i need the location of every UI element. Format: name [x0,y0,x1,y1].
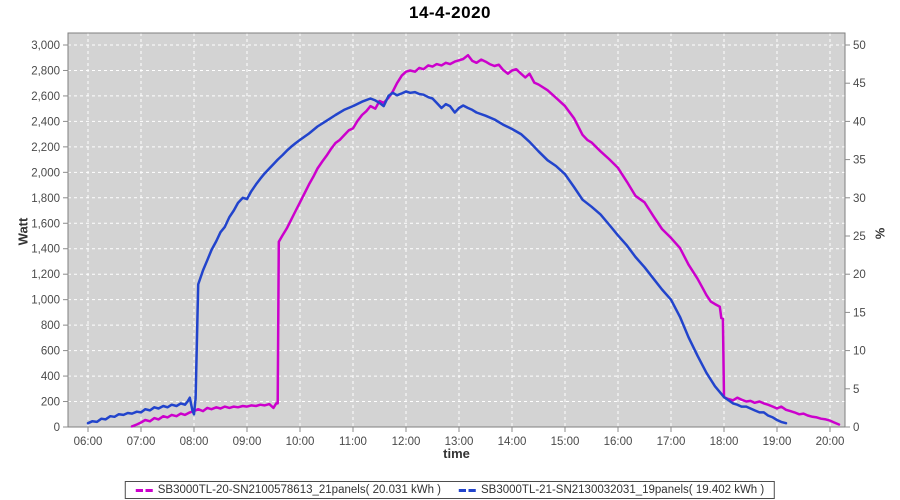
svg-text:17:00: 17:00 [657,436,686,448]
svg-text:35: 35 [853,155,866,167]
chart-legend: SB3000TL-20-SN2100578613_21panels( 20.03… [124,481,776,499]
svg-text:40: 40 [853,116,866,128]
svg-text:800: 800 [41,320,60,332]
y-axis-label-right: % [872,227,888,240]
svg-text:30: 30 [853,193,866,205]
svg-text:15:00: 15:00 [551,436,580,448]
svg-text:10: 10 [853,346,866,358]
blue-line-swatch-icon [459,488,476,492]
legend-label: SB3000TL-20-SN2100578613_21panels( 20.03… [157,484,441,496]
svg-text:14:00: 14:00 [498,436,527,448]
svg-text:3,000: 3,000 [31,40,60,52]
svg-text:5: 5 [853,384,859,396]
magenta-line-swatch-icon [135,488,153,492]
svg-text:19:00: 19:00 [763,436,792,448]
x-axis-label: time [443,446,470,461]
svg-text:1,400: 1,400 [31,244,60,256]
svg-text:0: 0 [853,422,859,434]
svg-text:20: 20 [853,269,866,281]
svg-text:25: 25 [853,231,866,243]
svg-text:1,200: 1,200 [31,269,60,281]
legend-entry-sb3000tl-20: SB3000TL-20-SN2100578613_21panels( 20.03… [135,484,441,496]
svg-text:2,400: 2,400 [31,116,60,128]
svg-text:1,800: 1,800 [31,193,60,205]
svg-text:2,200: 2,200 [31,142,60,154]
svg-text:12:00: 12:00 [392,436,421,448]
svg-text:200: 200 [41,397,60,409]
svg-text:50: 50 [853,40,866,52]
legend-entry-sb3000tl-21: SB3000TL-21-SN2130032031_19panels( 19.40… [459,484,764,496]
svg-text:1,000: 1,000 [31,295,60,307]
chart-title: 14-4-2020 [408,3,491,22]
svg-text:07:00: 07:00 [127,436,156,448]
svg-text:13:00: 13:00 [445,436,474,448]
svg-text:15: 15 [853,307,866,319]
y-axis-label-left: Watt [15,217,31,246]
svg-text:16:00: 16:00 [604,436,633,448]
svg-text:1,600: 1,600 [31,218,60,230]
svg-text:11:00: 11:00 [339,436,367,448]
svg-text:600: 600 [41,346,60,358]
svg-text:18:00: 18:00 [710,436,739,448]
svg-text:09:00: 09:00 [233,436,262,448]
svg-text:2,800: 2,800 [31,65,60,77]
svg-text:400: 400 [41,371,60,383]
svg-text:0: 0 [54,422,60,434]
svg-text:10:00: 10:00 [286,436,315,448]
svg-text:2,000: 2,000 [31,167,60,179]
legend-label: SB3000TL-21-SN2130032031_19panels( 19.40… [481,484,765,496]
svg-text:45: 45 [853,78,866,90]
svg-text:08:00: 08:00 [180,436,209,448]
svg-text:20:00: 20:00 [816,436,845,448]
svg-text:2,600: 2,600 [31,91,60,103]
svg-text:06:00: 06:00 [74,436,103,448]
